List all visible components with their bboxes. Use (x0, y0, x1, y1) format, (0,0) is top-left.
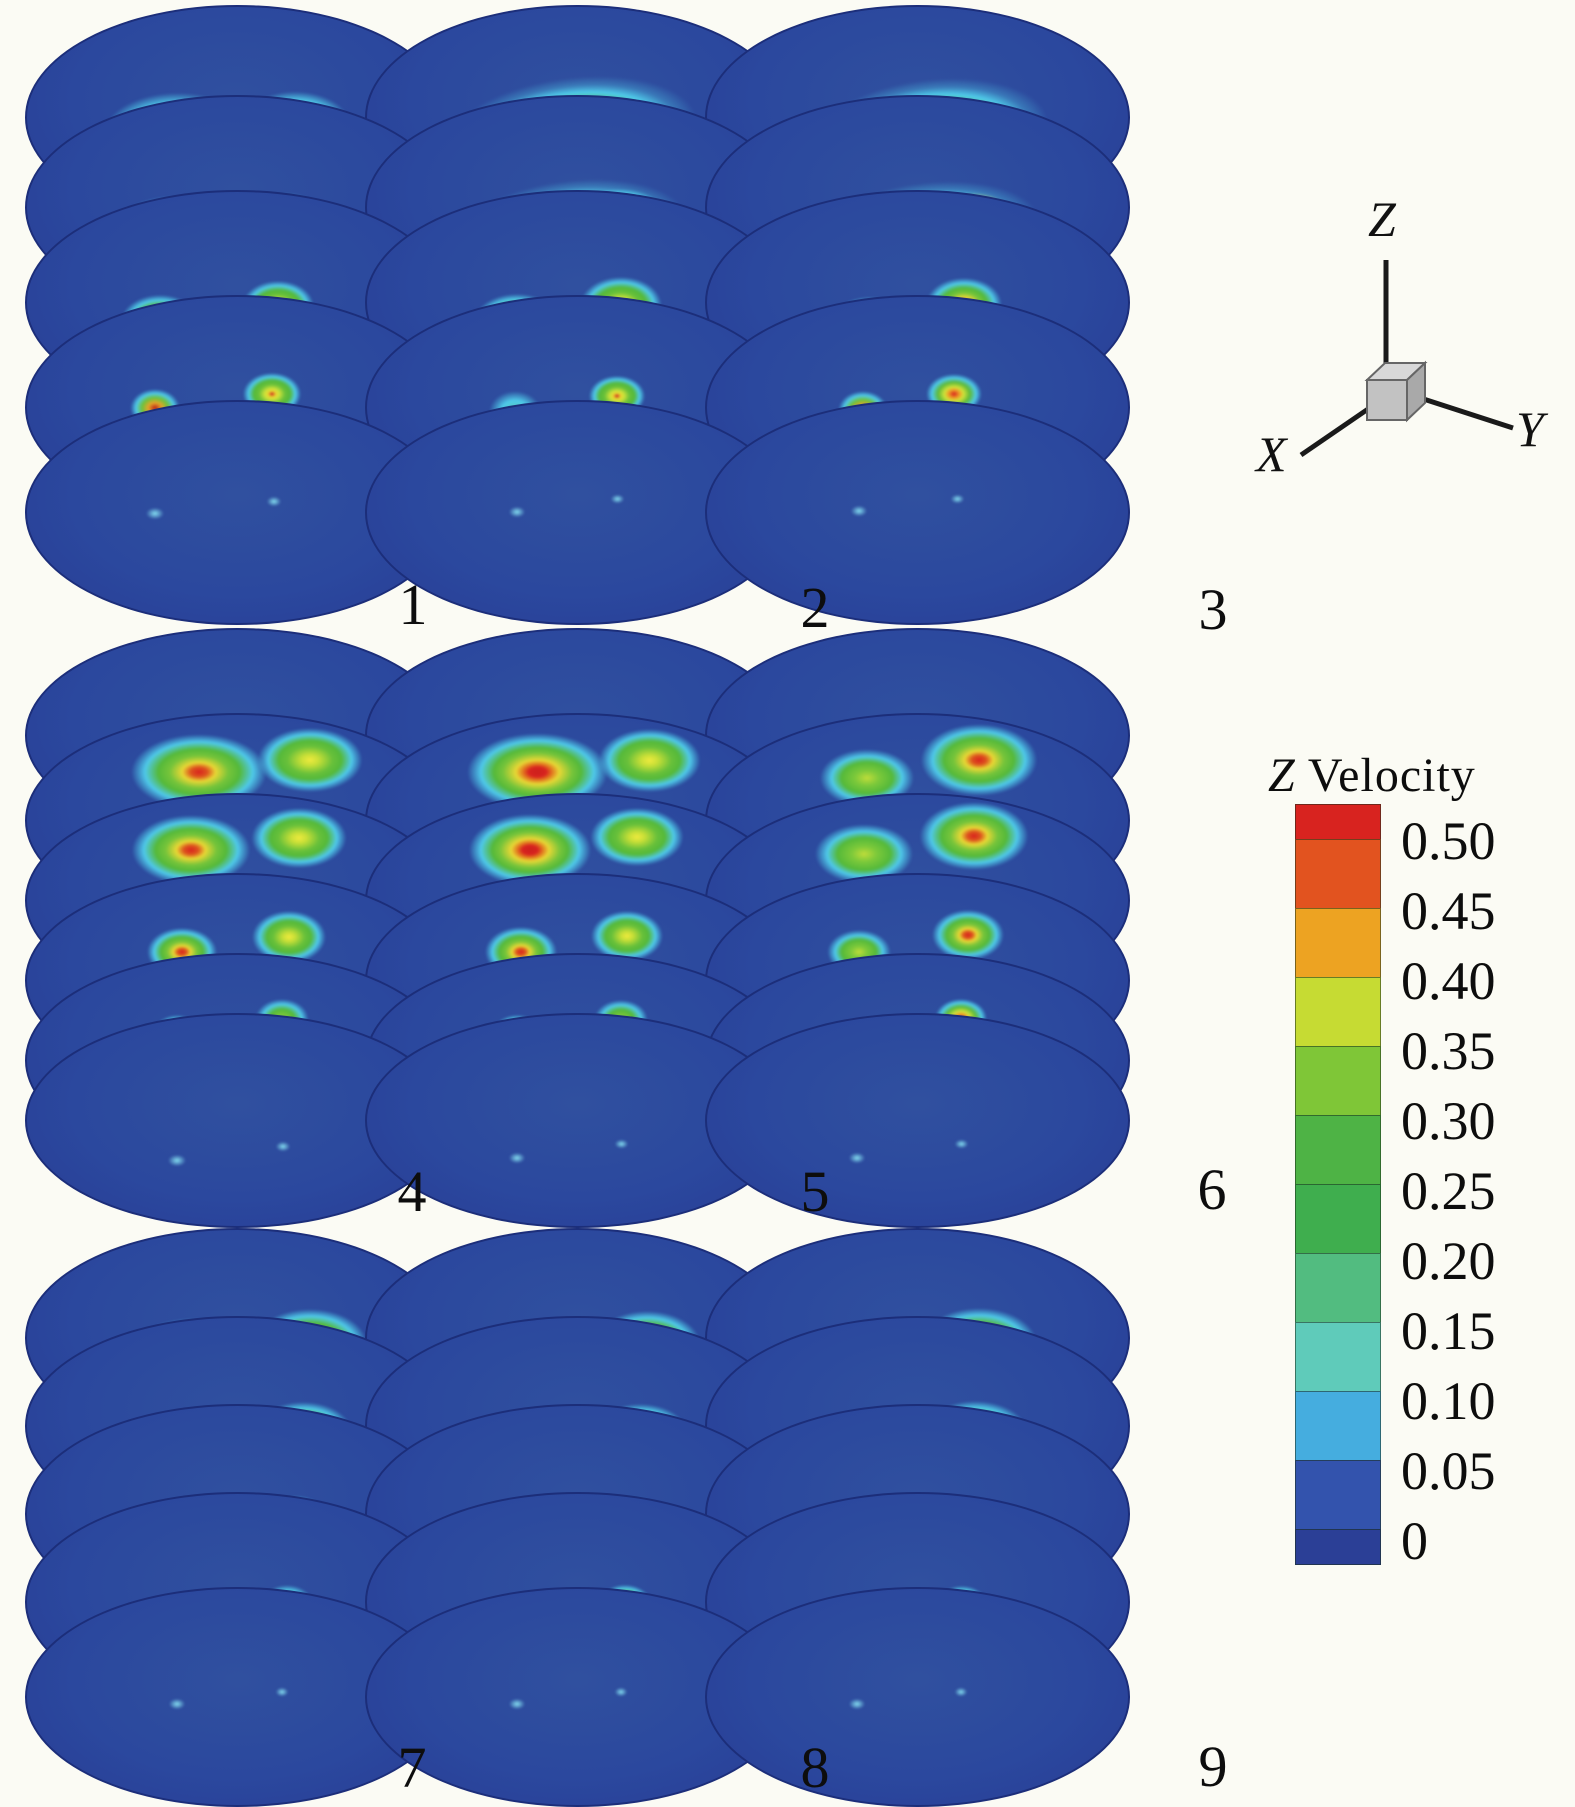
panel-number-8: 8 (800, 1735, 830, 1800)
colorbar-block (1295, 1046, 1381, 1116)
x-axis-line (1299, 404, 1373, 458)
slice-disk (705, 1587, 1130, 1807)
colorbar-blocks (1295, 804, 1381, 1565)
colorbar-label: 0.20 (1401, 1231, 1496, 1291)
slice-disk (705, 400, 1130, 625)
contour-spot (614, 1687, 628, 1697)
y-axis-label: Y (1516, 401, 1544, 457)
colorbar-label: 0.40 (1401, 951, 1496, 1011)
colorbar-block (1295, 1529, 1381, 1565)
x-axis-label: X (1256, 426, 1287, 482)
contour-spot (609, 494, 625, 504)
cube-front-face (1366, 379, 1408, 421)
colorbar-label: 0.45 (1401, 881, 1496, 941)
contour-spot (250, 807, 348, 869)
colorbar-block (1295, 977, 1381, 1047)
contour-spot (168, 1698, 186, 1710)
colorbar-title: Z Velocity (1268, 748, 1548, 803)
colorbar-block (1295, 1253, 1381, 1323)
contour-panel-6 (705, 628, 1130, 1228)
colorbar-label: 0.50 (1401, 811, 1496, 871)
contour-panel-3 (705, 5, 1130, 625)
colorbar-label: 0.15 (1401, 1301, 1496, 1361)
colorbar-block (1295, 908, 1381, 978)
contour-spot (919, 723, 1039, 797)
panel-number-2: 2 (800, 575, 830, 640)
contour-spot (918, 801, 1030, 871)
contour-spot (256, 727, 364, 793)
colorbar-label: 0.10 (1401, 1371, 1496, 1431)
contour-spot (954, 1687, 968, 1697)
colorbar-block (1295, 1460, 1381, 1530)
slice-disk (705, 1013, 1130, 1228)
contour-spot (848, 1152, 866, 1164)
colorbar-block (1295, 1322, 1381, 1392)
contour-spot (508, 1152, 526, 1164)
panel-number-1: 1 (398, 572, 428, 637)
contour-panel-9 (705, 1228, 1130, 1807)
contour-spot (850, 505, 868, 517)
colorbar-label: 0 (1401, 1511, 1428, 1571)
contour-spot (931, 909, 1005, 961)
colorbar-label: 0.35 (1401, 1021, 1496, 1081)
colorbar-title-z: Z (1268, 749, 1296, 802)
contour-spot (953, 1139, 969, 1149)
z-axis-label: Z (1368, 191, 1396, 247)
colorbar-block (1295, 839, 1381, 909)
panel-number-7: 7 (397, 1735, 427, 1800)
axis-triad (1299, 260, 1514, 458)
panel-number-5: 5 (800, 1159, 830, 1224)
contour-spot (275, 1140, 291, 1152)
contour-spot (589, 807, 685, 867)
contour-spot (848, 1698, 866, 1710)
colorbar-block (1295, 804, 1381, 840)
panel-number-6: 6 (1197, 1157, 1227, 1222)
colorbar-label: 0.30 (1401, 1091, 1496, 1151)
colorbar-label: 0.25 (1401, 1161, 1496, 1221)
panel-number-3: 3 (1198, 577, 1228, 642)
contour-spot (275, 1687, 289, 1697)
colorbar-label: 0.05 (1401, 1441, 1496, 1501)
colorbar-title-rest: Velocity (1295, 749, 1476, 802)
contour-spot (949, 494, 965, 504)
contour-spot (508, 1698, 526, 1710)
contour-spot (596, 727, 702, 793)
contour-spot (266, 495, 282, 507)
colorbar-block (1295, 1391, 1381, 1461)
colorbar-block (1295, 1184, 1381, 1254)
colorbar-block (1295, 1115, 1381, 1185)
panel-number-9: 9 (1198, 1734, 1228, 1799)
contour-spot (145, 506, 165, 520)
contour-spot (613, 1139, 629, 1149)
contour-panel-4 (25, 628, 450, 1228)
panel-number-4: 4 (397, 1159, 427, 1224)
contour-spot (167, 1153, 187, 1167)
contour-spot (508, 506, 526, 518)
